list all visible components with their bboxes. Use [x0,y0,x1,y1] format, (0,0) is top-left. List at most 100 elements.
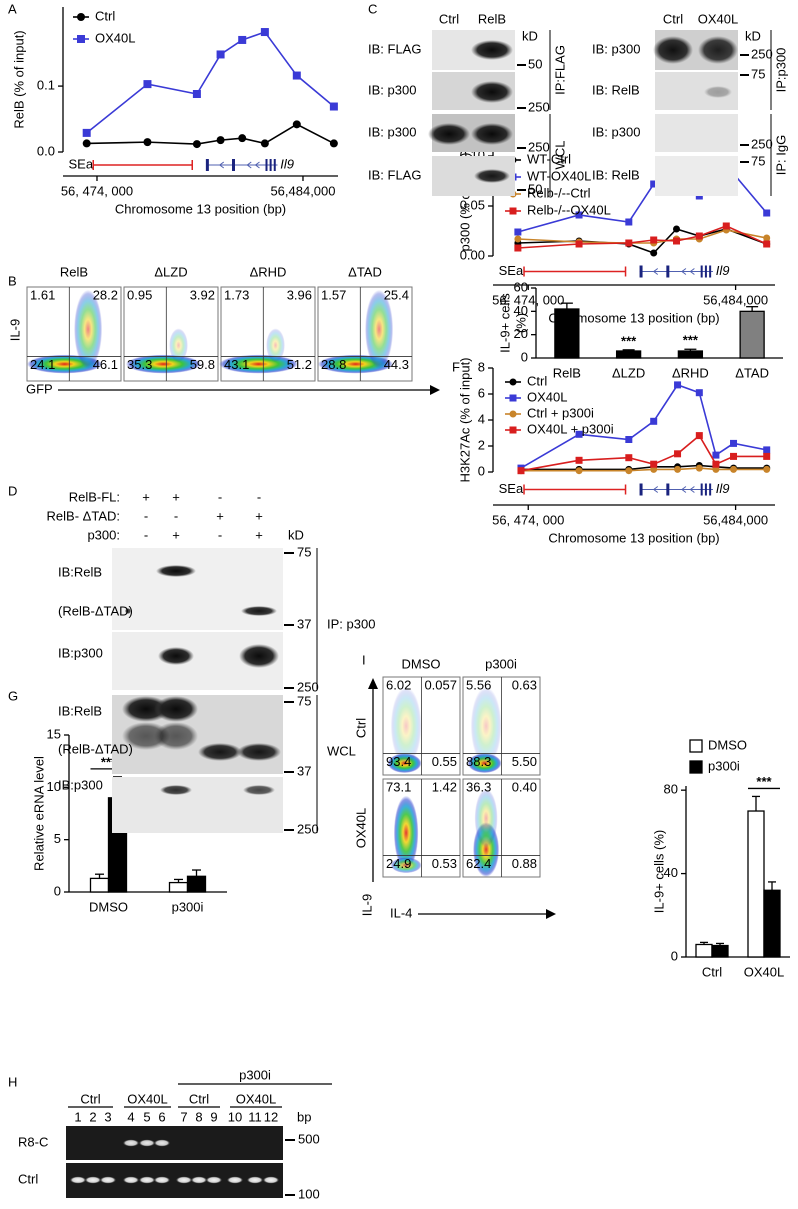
legend-marker [77,35,85,43]
lane-label: OX40L [698,11,738,26]
lane-label: RelB [478,11,506,26]
lane-label: Ctrl [663,11,683,26]
marker-label: 250 [297,821,319,836]
significance: *** [621,333,637,348]
condition-sign: - [257,489,261,504]
condition-sign: - [144,527,148,542]
blot-row-label: IB: p300 [368,82,416,97]
point [722,222,730,230]
quadrant-value: 51.2 [287,357,312,372]
flow-title: ΔRHD [250,264,287,279]
intron-arrow [652,486,659,493]
intron-arrow [246,161,252,169]
series-line [517,225,768,249]
blot-band [243,785,275,795]
point [763,209,771,217]
quadrant-value: 3.92 [190,287,215,302]
blot-panel [655,156,738,196]
point [143,80,152,89]
arrow-head [430,385,440,395]
y-tick-label: 0 [671,948,678,963]
y-tick-label: 40 [514,303,528,318]
marker-label: 75 [751,66,765,81]
point [260,28,269,37]
y-tick-label: 20 [514,326,528,341]
point [763,452,771,460]
y-tick-label: 10 [47,779,61,794]
quadrant-value: 93.4 [386,754,411,769]
condition-sign: - [174,508,178,523]
cell-density [470,686,502,766]
lane-label: 10 [228,1109,242,1124]
marker-label: 75 [751,153,765,168]
blot-band [85,1176,101,1184]
marker-label: 50 [528,181,542,196]
series-line [86,123,335,145]
blot-band [139,1176,155,1184]
exon [666,483,670,496]
y-tick-label: 0 [54,883,61,898]
blot-band [139,1139,155,1147]
point [650,249,658,257]
legend-label: Ctrl [95,8,115,23]
enhancer-label: SEa [69,156,94,171]
lane-label: 3 [104,1109,111,1124]
y-tick-label: 0.0 [37,143,55,158]
quadrant-value: 88.3 [466,754,491,769]
legend-swatch [689,739,703,753]
group-label: IP:p300 [773,48,788,93]
blot-row-label: IB: RelB [592,167,640,182]
point [575,240,583,248]
legend-marker [509,378,517,386]
point [650,417,658,425]
y-axis-label: H3K27Ac (% of input) [457,357,472,482]
flow-title: DMSO [402,656,441,671]
blot-band [474,169,510,183]
y-tick-label: 60 [514,279,528,294]
legend-label: Ctrl [527,373,547,388]
quadrant-value: 5.50 [512,754,537,769]
legend-label: Relb-/--Ctrl [527,185,591,200]
y-tick-label: 2 [478,437,485,452]
bar [615,350,642,359]
group-label: WCL [552,141,567,170]
blot-row-label: IB: p300 [368,124,416,139]
gel [66,1126,283,1160]
blot-band [154,722,198,750]
lane-label: 12 [264,1109,278,1124]
point [763,465,771,473]
point [674,381,682,389]
quadrant-value: 35.3 [127,357,152,372]
lane-label: Ctrl [439,11,459,26]
legend-label: WT-OX40L [527,168,591,183]
marker-label: 250 [297,679,319,694]
condition-label: p300: [87,527,120,542]
unit-label: kD [745,28,761,43]
blot-band [263,1176,279,1184]
quadrant-value: 1.61 [30,287,55,302]
quadrant-value: 36.3 [466,779,491,794]
bar [747,810,765,958]
legend-label: OX40L + p300i [527,421,614,436]
legend-label: WT-Ctrl [527,151,571,166]
point [216,136,225,145]
cell-density [169,328,188,363]
bar [739,310,765,359]
point [192,140,201,149]
panel-label: I [362,652,366,667]
quadrant-value: 5.56 [466,677,491,692]
point [575,211,583,219]
y-axis-label: Relative eRNA level [31,756,46,871]
blot-band [241,606,277,616]
point [82,128,91,137]
exon [639,265,643,278]
point [143,138,152,147]
y-tick-label: 0.00 [460,247,485,262]
bar [89,877,110,893]
condition-sign: + [216,508,224,523]
blot-row-label: IB: p300 [592,41,640,56]
group-label: Ctrl [189,1091,209,1106]
point [695,389,703,397]
point [292,120,301,129]
cell-density [393,795,419,871]
